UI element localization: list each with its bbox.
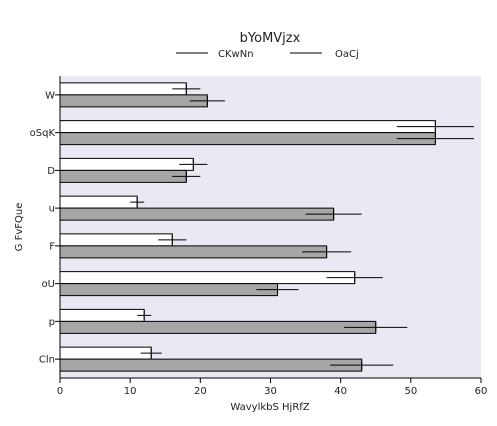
bar-series1-W (59, 82, 187, 96)
y-tick-label-u: u (49, 204, 55, 215)
bar-series2-F (59, 245, 328, 259)
x-tick-label-50: 50 (404, 386, 417, 397)
chart-title: bYoMVjzx (240, 31, 301, 46)
x-tick-label-20: 20 (194, 386, 207, 397)
x-tick-label-0: 0 (57, 386, 63, 397)
bar-series1-u (59, 195, 138, 209)
bar-series1-Cln (59, 346, 152, 360)
bar-series2-oU (59, 283, 279, 297)
y-tick-label-oSqK: oSqK (30, 128, 56, 139)
x-axis-label: WavylkbS HjRfZ (230, 402, 309, 413)
bar-series2-u (59, 207, 335, 221)
y-tick-label-Cln: Cln (39, 355, 55, 366)
bar-series1-p (59, 308, 145, 322)
y-tick-label-p: p (49, 317, 55, 328)
bar-series1-oU (59, 271, 356, 285)
y-tick-label-F: F (49, 241, 55, 252)
legend-label-series-1: CKwNn (218, 49, 254, 60)
bar-series1-oSqK (59, 120, 436, 134)
y-axis-label: G FvFQue (14, 203, 25, 252)
x-tick-label-60: 60 (475, 386, 488, 397)
y-tick-label-oU: oU (42, 279, 55, 290)
y-tick-label-W: W (45, 90, 55, 101)
bar-series2-D (59, 169, 187, 183)
bar-series2-W (59, 94, 208, 108)
bar-series2-oSqK (59, 132, 436, 146)
legend: CKwNn OaCj (176, 49, 359, 60)
x-tick-label-30: 30 (264, 386, 277, 397)
bars-layer (59, 82, 474, 372)
bar-series2-p (59, 320, 377, 334)
x-tick-label-40: 40 (334, 386, 347, 397)
bar-series2-Cln (59, 358, 363, 372)
y-tick-label-D: D (47, 166, 55, 177)
bar-series1-D (59, 157, 194, 171)
legend-label-series-2: OaCj (335, 49, 359, 60)
x-tick-label-10: 10 (124, 386, 137, 397)
bar-series1-F (59, 233, 173, 247)
